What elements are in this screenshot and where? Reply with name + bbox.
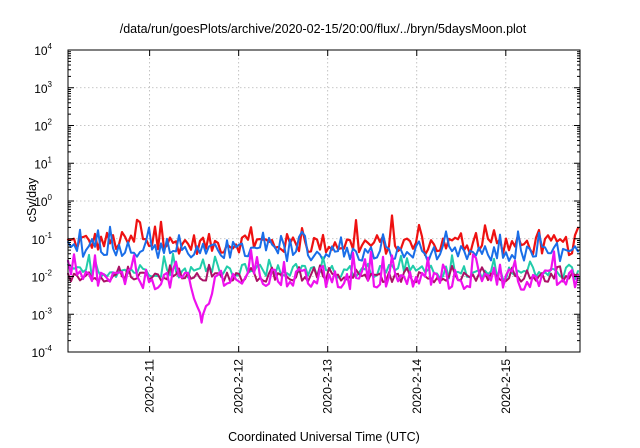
y-tick-label: 102 (34, 118, 52, 134)
y-axis-label: cSv/day (25, 177, 39, 222)
chart-title: /data/run/goesPlots/archive/2020-02-15/2… (120, 22, 527, 36)
x-tick-label: 2020-2-14 (410, 359, 424, 414)
y-tick-label: 101 (34, 155, 52, 171)
x-tick-label: 2020-2-12 (232, 359, 246, 414)
y-tick-label: 10-3 (32, 306, 53, 322)
axis-ticks: 10-4 10-3 10-2 10-1 100 101 102 103 104 2020-2-11… (32, 42, 580, 414)
series-line (66, 214, 580, 257)
x-axis-label: Coordinated Universal Time (UTC) (228, 430, 420, 444)
x-tick-label: 2020-2-11 (143, 359, 157, 413)
y-tick-label: 104 (34, 42, 52, 58)
x-tick-label: 2020-2-15 (499, 359, 513, 414)
y-tick-label: 103 (34, 80, 52, 96)
grid (68, 50, 580, 352)
y-tick-label: 10-1 (32, 231, 53, 247)
series-layer (66, 214, 580, 324)
y-tick-label: 10-2 (32, 269, 53, 285)
series-line (66, 249, 580, 324)
y-tick-label: 10-4 (32, 344, 53, 360)
y-tick-label: 100 (34, 193, 52, 209)
x-tick-label: 2020-2-13 (321, 359, 335, 414)
